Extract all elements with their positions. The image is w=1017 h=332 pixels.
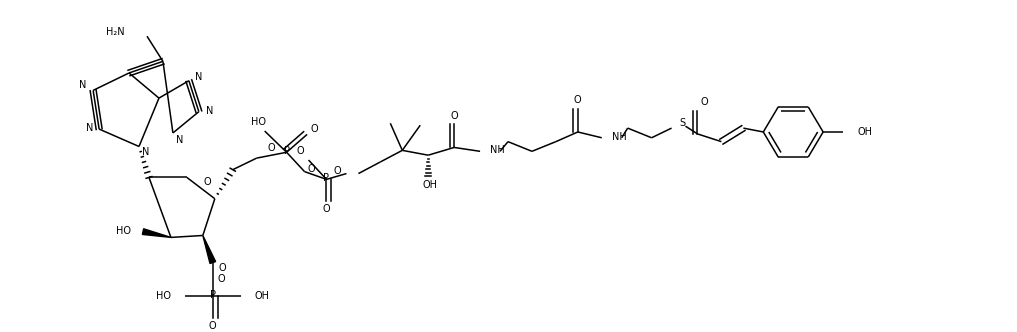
Text: NH: NH	[490, 145, 504, 155]
Text: N: N	[79, 80, 86, 90]
Text: N: N	[195, 72, 202, 82]
Polygon shape	[142, 229, 171, 237]
Text: O: O	[701, 97, 708, 107]
Text: O: O	[297, 146, 304, 156]
Text: P: P	[210, 290, 216, 300]
Text: OH: OH	[254, 291, 270, 301]
Text: OH: OH	[857, 127, 872, 137]
Text: O: O	[210, 321, 217, 331]
Text: HO: HO	[116, 226, 131, 236]
Text: O: O	[322, 205, 331, 214]
Text: O: O	[267, 143, 276, 153]
Text: P: P	[323, 173, 330, 183]
Text: O: O	[574, 95, 582, 105]
Text: OH: OH	[423, 180, 437, 190]
Text: N: N	[206, 106, 214, 116]
Text: O: O	[308, 164, 315, 174]
Text: O: O	[218, 275, 226, 285]
Text: N: N	[86, 123, 94, 133]
Text: O: O	[334, 166, 342, 176]
Text: O: O	[219, 263, 227, 273]
Text: O: O	[311, 124, 318, 134]
Text: NH: NH	[611, 132, 626, 142]
Polygon shape	[202, 235, 216, 264]
Text: O: O	[451, 111, 458, 121]
Text: H₂N: H₂N	[107, 27, 125, 37]
Text: P: P	[284, 146, 290, 156]
Text: HO: HO	[251, 117, 266, 127]
Text: O: O	[203, 177, 211, 187]
Text: N: N	[142, 147, 149, 157]
Text: S: S	[679, 118, 685, 128]
Text: N: N	[176, 135, 184, 145]
Text: HO: HO	[156, 291, 171, 301]
